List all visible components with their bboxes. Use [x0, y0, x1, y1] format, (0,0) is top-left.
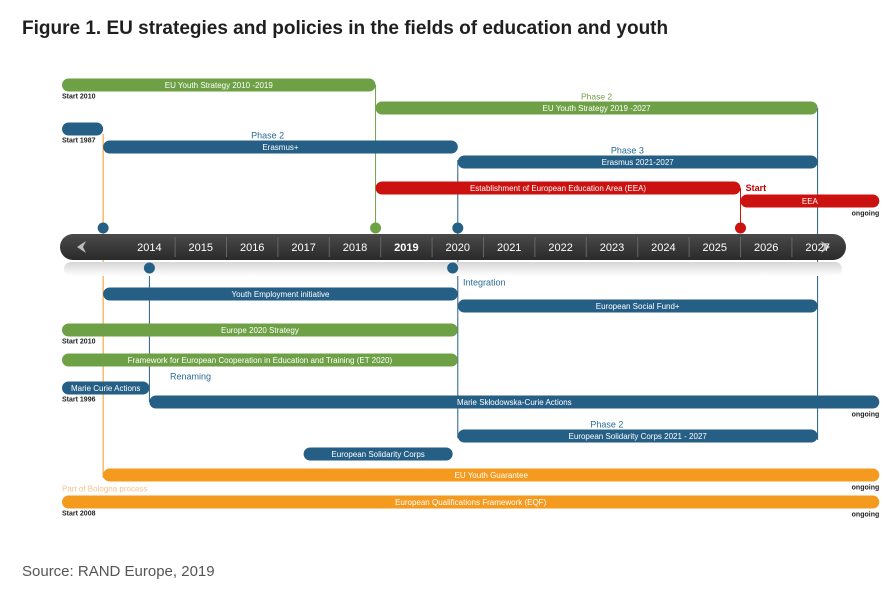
bar-eu-youth-strategy-2010-2019: EU Youth Strategy 2010 -2019	[62, 78, 376, 92]
year-label: 2019	[394, 242, 418, 254]
annotation-start-1996: Start 1996	[62, 397, 96, 404]
annotation-start-1987: Start 1987	[62, 138, 96, 145]
annotation-phase-2: Phase 2	[581, 92, 612, 102]
bar-label: European Qualifications Framework (EQF)	[395, 498, 547, 507]
bar-label: Youth Employment initiative	[231, 290, 330, 299]
bar-shape	[62, 353, 458, 367]
bar-shape	[457, 429, 818, 443]
bar-label: Marie Curie Actions	[71, 384, 140, 393]
year-label: 2023	[600, 242, 624, 254]
milestone-marker	[370, 222, 382, 234]
year-label: 2025	[703, 242, 727, 254]
year-label: 2026	[754, 242, 778, 254]
bar-shape	[375, 181, 741, 195]
bar-label: European Solidarity Corps	[331, 450, 424, 459]
bar-shape	[457, 299, 818, 313]
bar-label: EU Youth Strategy 2010 -2019	[165, 81, 274, 90]
bar-label: Establishment of European Education Area…	[470, 184, 646, 193]
bar-establishment-of-european-education-area-eea: Establishment of European Education Area…	[375, 181, 741, 195]
milestone-marker	[735, 222, 746, 234]
year-label: 2021	[497, 242, 521, 254]
bar-shape	[62, 78, 376, 92]
annotation-part-of-bologna-process: Part of Bologna process	[62, 485, 147, 494]
bar-europe-2020-strategy: Europe 2020 Strategy	[62, 323, 458, 337]
bar-shape	[149, 395, 880, 409]
bar-shape	[375, 101, 818, 115]
annotation-start-2010: Start 2010	[62, 339, 96, 346]
bar-shape	[62, 323, 458, 337]
annotations: Start 2010 Phase 2 Start 1987 Phase 2 Phase …	[62, 92, 879, 519]
bar-erasmus-2021-2027: Erasmus 2021-2027	[457, 155, 818, 169]
bar-erasmus: Erasmus+	[103, 140, 458, 154]
annotation-phase-2: Phase 2	[590, 420, 623, 430]
annotation-renaming: Renaming	[170, 372, 211, 382]
bar-framework-for-european-cooperation-in-education-and-training-et-2020: Framework for European Cooperation in Ed…	[62, 353, 458, 367]
year-label: 2017	[291, 242, 315, 254]
bar-label: European Social Fund+	[596, 302, 680, 311]
milestone-marker	[452, 222, 464, 234]
annotation-start-2010: Start 2010	[62, 94, 96, 101]
policy-bars: EU Youth Strategy 2010 -2019 EU Youth Str…	[62, 78, 880, 509]
bar-shape	[62, 495, 880, 509]
source-note: Source: RAND Europe, 2019	[22, 563, 215, 580]
year-axis: 2014 2015 2016 2017 2018 2019 2020 2021 2022 2023…	[60, 234, 846, 276]
axis-band	[60, 234, 846, 260]
bar-marie-curie-actions: Marie Curie Actions	[62, 381, 150, 395]
annotation-integration: Integration	[463, 278, 506, 288]
milestone-marker	[143, 262, 155, 274]
bar-label: Framework for European Cooperation in Ed…	[128, 356, 393, 365]
year-label: 2014	[137, 242, 161, 254]
bar-label: EEA	[802, 197, 819, 206]
annotation-phase-3: Phase 3	[611, 146, 644, 156]
annotation-ongoing: ongoing	[852, 412, 880, 419]
chevron-left-icon	[77, 241, 86, 253]
annotation-start-2008: Start 2008	[62, 511, 96, 518]
milestone-markers	[97, 222, 746, 274]
bar-eea: EEA	[740, 194, 880, 208]
bar-shape	[457, 155, 818, 169]
bar-bar	[62, 122, 104, 136]
bar-shape	[103, 468, 880, 482]
bar-label: Erasmus 2021-2027	[602, 158, 675, 167]
bar-label: European Solidarity Corps 2021 - 2027	[569, 432, 708, 441]
year-label: 2020	[446, 242, 470, 254]
bar-label: Marie Skłodowska-Curie Actions	[457, 398, 572, 407]
annotation-ongoing: ongoing	[852, 485, 880, 492]
bar-youth-employment-initiative: Youth Employment initiative	[103, 287, 458, 301]
milestone-marker	[97, 222, 109, 234]
figure-title: Figure 1. EU strategies and policies in …	[22, 18, 669, 39]
bar-eu-youth-guarantee: EU Youth Guarantee	[103, 468, 880, 482]
chevron-right-icon	[821, 241, 830, 253]
bar-shape	[103, 140, 458, 154]
annotation-ongoing: ongoing	[852, 512, 880, 519]
year-label: 2016	[240, 242, 264, 254]
bar-shape	[62, 122, 104, 136]
bar-shape	[740, 194, 880, 208]
annotation-phase-2: Phase 2	[251, 131, 284, 141]
bar-label: EU Youth Guarantee	[455, 471, 529, 480]
bar-shape	[303, 447, 453, 461]
bar-european-solidarity-corps-2021-2027: European Solidarity Corps 2021 - 2027	[457, 429, 818, 443]
timeline-diagram: 2014 2015 2016 2017 2018 2019 2020 2021 2022 2023…	[60, 78, 880, 519]
bar-shape	[103, 287, 458, 301]
bar-marie-sk-odowska-curie-actions: Marie Skłodowska-Curie Actions	[149, 395, 880, 409]
annotation-start: Start	[746, 183, 767, 193]
bar-european-solidarity-corps: European Solidarity Corps	[303, 447, 453, 461]
year-label: 2024	[651, 242, 675, 254]
bar-label: Europe 2020 Strategy	[221, 326, 299, 335]
bar-label: Erasmus+	[262, 143, 299, 152]
annotation-ongoing: ongoing	[852, 211, 880, 218]
milestone-marker	[447, 262, 459, 274]
bar-shape	[62, 381, 150, 395]
year-label: 2022	[548, 242, 572, 254]
bar-eu-youth-strategy-2019-2027: EU Youth Strategy 2019 -2027	[375, 101, 818, 115]
year-label: 2018	[343, 242, 367, 254]
bar-label: EU Youth Strategy 2019 -2027	[543, 104, 652, 113]
bar-european-qualifications-framework-eqf: European Qualifications Framework (EQF)	[62, 495, 880, 509]
year-label: 2015	[189, 242, 213, 254]
bar-european-social-fund: European Social Fund+	[457, 299, 818, 313]
year-label: 2027	[805, 242, 829, 254]
